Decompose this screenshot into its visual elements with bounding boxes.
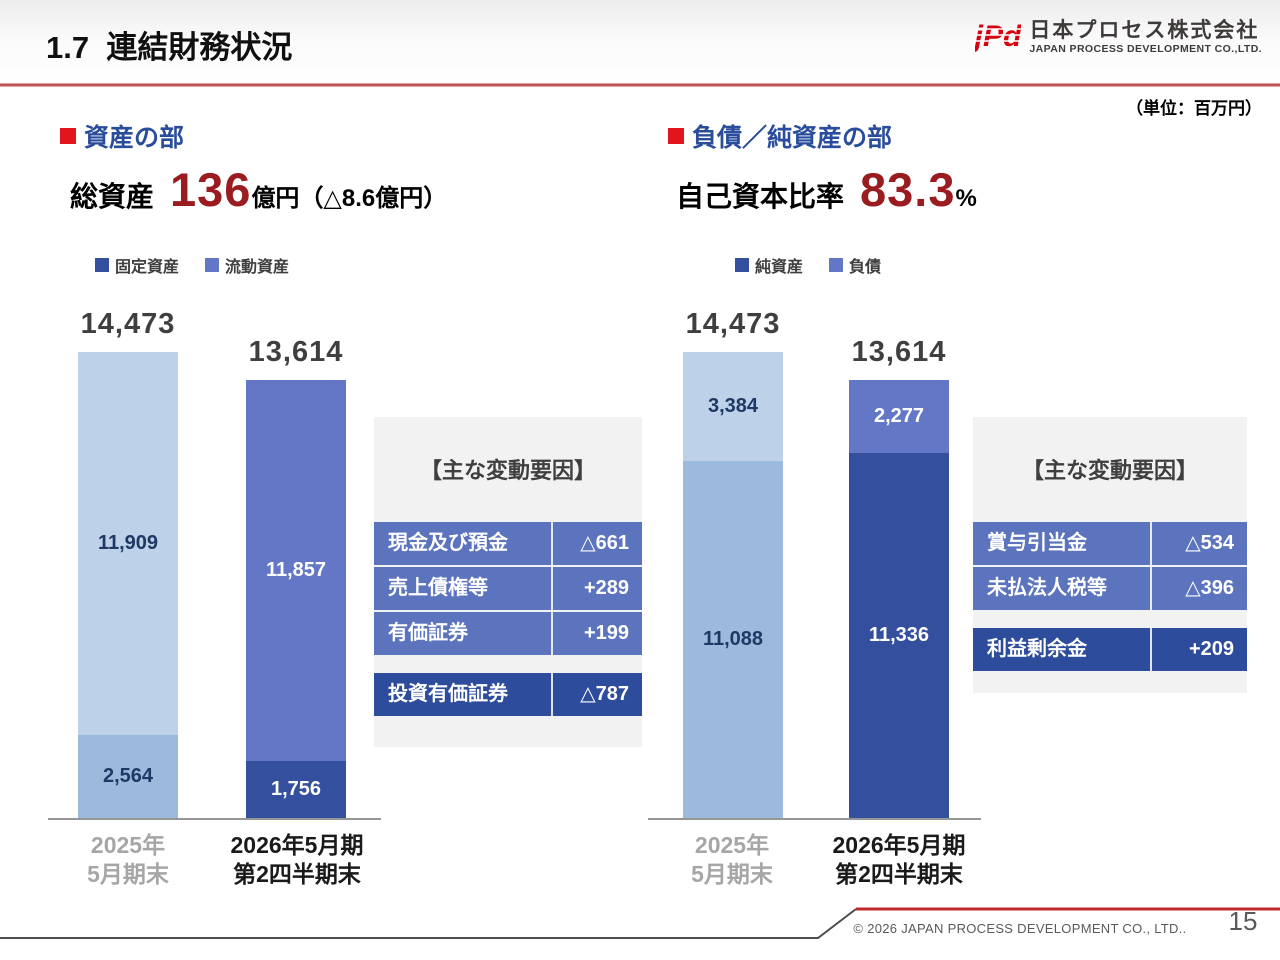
legend-item: 負債 bbox=[829, 253, 881, 277]
factor-value: +289 bbox=[583, 577, 629, 599]
total-assets-unit: 億円 bbox=[251, 185, 300, 212]
total-assets-stat: 総資産 136億円（△8.6億円） bbox=[70, 162, 447, 217]
bar-segment: 3,384 bbox=[683, 352, 783, 461]
unit-note: （単位：百万円） bbox=[1126, 99, 1262, 118]
bar-total-label: 14,473 bbox=[685, 308, 781, 340]
factor-label: 賞与引当金 bbox=[973, 522, 1152, 565]
bar-segment-label: 1,756 bbox=[270, 778, 322, 801]
footer-rule bbox=[0, 907, 1280, 939]
x-axis-line bbox=[48, 818, 381, 820]
legend-swatch-icon bbox=[95, 258, 109, 272]
equity-ratio-label: 自己資本比率 bbox=[676, 181, 845, 212]
factor-highlight-row: 利益剰余金 +209 bbox=[973, 628, 1247, 671]
page-number: 15 bbox=[1228, 906, 1258, 936]
category-label: 2026年5月期 第2四半期末 bbox=[832, 832, 966, 887]
legend-label: 固定資産 bbox=[115, 259, 180, 276]
factor-row: 未払法人税等 △396 bbox=[973, 567, 1247, 610]
chart-legend: 固定資産 流動資産 bbox=[95, 253, 289, 277]
factor-value: △396 bbox=[1185, 577, 1234, 599]
legend-swatch-icon bbox=[735, 258, 749, 272]
bar-segment-label: 3,384 bbox=[707, 395, 759, 417]
company-logo-icon: jPd bbox=[975, 20, 1022, 53]
total-assets-label: 総資産 bbox=[70, 181, 155, 212]
header-bar bbox=[0, 0, 1280, 84]
bar-total-label: 14,473 bbox=[80, 308, 176, 340]
x-axis-line bbox=[648, 818, 981, 820]
factor-value: △534 bbox=[1185, 532, 1234, 554]
factor-label: 投資有価証券 bbox=[374, 673, 553, 716]
factor-row: 有価証券 +199 bbox=[374, 612, 642, 655]
legend-item: 固定資産 bbox=[95, 253, 179, 277]
bar-segment: 11,909 bbox=[78, 352, 178, 736]
assets-section-heading: 資産の部 bbox=[60, 118, 184, 154]
company-name-en: JAPAN PROCESS DEVELOPMENT CO.,LTD. bbox=[1029, 43, 1262, 56]
svg-text:jPd: jPd bbox=[975, 20, 1021, 53]
legend-item: 流動資産 bbox=[205, 253, 289, 277]
factor-label: 未払法人税等 bbox=[973, 567, 1152, 610]
legend-label: 純資産 bbox=[755, 259, 804, 276]
factor-label: 利益剰余金 bbox=[973, 628, 1152, 671]
bar-total-label: 13,614 bbox=[851, 335, 947, 368]
factor-row: 売上債権等 +289 bbox=[374, 567, 642, 610]
factor-row: 賞与引当金 △534 bbox=[973, 522, 1247, 565]
liabilities-section-heading: 負債／純資産の部 bbox=[668, 118, 892, 154]
bar-segment-label: 11,088 bbox=[702, 627, 764, 650]
factor-value: △661 bbox=[580, 532, 629, 554]
factor-highlight-row: 投資有価証券 △787 bbox=[374, 673, 642, 716]
red-square-bullet-icon bbox=[60, 128, 76, 144]
company-logo: jPd 日本プロセス株式会社 JAPAN PROCESS DEVELOPMENT… bbox=[975, 16, 1262, 58]
factor-label: 有価証券 bbox=[374, 612, 553, 655]
chart-legend: 純資産 負債 bbox=[735, 253, 881, 277]
factor-value: +209 bbox=[1188, 638, 1234, 660]
company-logo-text: 日本プロセス株式会社 JAPAN PROCESS DEVELOPMENT CO.… bbox=[1029, 19, 1262, 55]
bar-segment-label: 2,277 bbox=[873, 404, 925, 427]
equity-ratio-stat: 自己資本比率 83.3% bbox=[676, 162, 977, 217]
bar-segment: 11,336 bbox=[849, 453, 949, 818]
assets-heading-label: 資産の部 bbox=[84, 124, 185, 152]
factor-row: 現金及び預金 △661 bbox=[374, 522, 642, 565]
category-label: 2025年 5月期末 bbox=[691, 832, 773, 887]
legend-label: 流動資産 bbox=[225, 259, 290, 276]
total-assets-change: （△8.6億円） bbox=[299, 185, 448, 212]
liabilities-factors-panel: 【主な変動要因】 賞与引当金 △534 未払法人税等 △396 利益剰余金 +209 bbox=[973, 417, 1247, 693]
legend-label: 負債 bbox=[849, 259, 882, 276]
factor-value: +199 bbox=[583, 622, 629, 644]
page-title: 1.7 連結財務状況 bbox=[46, 30, 293, 65]
category-label: 2025年 5月期末 bbox=[87, 832, 169, 887]
bar-segment-label: 11,909 bbox=[97, 532, 159, 555]
bar-segment: 2,564 bbox=[78, 735, 178, 818]
bar-segment: 11,088 bbox=[683, 460, 783, 818]
factor-label: 売上債権等 bbox=[374, 567, 553, 610]
bar-total-label: 13,614 bbox=[248, 335, 344, 368]
liabilities-heading-label: 負債／純資産の部 bbox=[692, 124, 893, 152]
bar-segment-label: 2,564 bbox=[102, 765, 154, 788]
red-square-bullet-icon bbox=[668, 128, 684, 144]
assets-factors-panel: 【主な変動要因】 現金及び預金 △661 売上債権等 +289 有価証券 +199 投資有価… bbox=[374, 417, 642, 747]
copyright-text: © 2026 JAPAN PROCESS DEVELOPMENT CO., LT… bbox=[853, 921, 1187, 936]
legend-swatch-icon bbox=[829, 258, 844, 272]
assets-factors-title: 【主な変動要因】 bbox=[419, 458, 596, 483]
bar-segment: 2,277 bbox=[849, 379, 949, 453]
bar-segment-label: 11,336 bbox=[868, 623, 930, 646]
bar-segment: 11,857 bbox=[246, 379, 346, 762]
equity-ratio-value: 83.3 bbox=[860, 163, 956, 216]
factor-value: △787 bbox=[580, 683, 629, 705]
header-divider bbox=[0, 83, 1280, 87]
bar-segment-label: 11,857 bbox=[265, 559, 327, 582]
bar-segment: 1,756 bbox=[246, 761, 346, 818]
equity-ratio-unit: % bbox=[955, 185, 977, 212]
total-assets-value: 136 bbox=[170, 163, 252, 216]
category-label: 2026年5月期 第2四半期末 bbox=[230, 832, 364, 887]
factor-label: 現金及び預金 bbox=[374, 522, 553, 565]
liabilities-factors-title: 【主な変動要因】 bbox=[1021, 458, 1198, 483]
legend-item: 純資産 bbox=[735, 253, 803, 277]
legend-swatch-icon bbox=[205, 258, 220, 272]
company-name-jp: 日本プロセス株式会社 bbox=[1029, 18, 1260, 42]
